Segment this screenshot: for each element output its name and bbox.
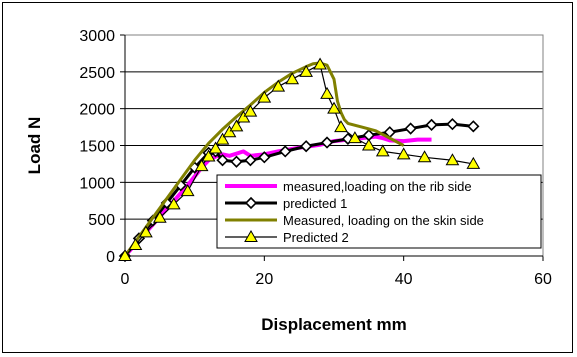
series-1-point-12: [279, 145, 292, 158]
x-tick-label-2: 40: [395, 271, 413, 288]
legend-entry-1: predicted 1: [225, 196, 347, 211]
series-3-point-5: [180, 184, 195, 197]
series-1-point-18: [404, 122, 417, 135]
series-3-point-25: [396, 147, 411, 160]
y-tick-labels: 0 500 1000 1500 2000 2500 3000: [79, 28, 115, 266]
series-3-point-7: [201, 149, 216, 162]
y-tick-label-6: 3000: [79, 28, 115, 45]
series-3-point-3: [152, 210, 167, 223]
series-1-point-9: [230, 155, 243, 168]
series-1-point-20: [446, 118, 459, 131]
series-3-point-26: [417, 150, 432, 163]
series-3-point-8: [208, 141, 223, 154]
legend-marker-1: [244, 196, 258, 210]
y-tick-label-5: 2500: [79, 65, 115, 82]
series-3-point-9: [215, 132, 230, 145]
series-1-point-21: [467, 120, 480, 133]
series-3-point-27: [445, 153, 460, 166]
series-3-point-22: [348, 131, 362, 144]
x-tick-label-3: 60: [534, 271, 552, 288]
series-3-point-18: [313, 57, 327, 70]
series-3-point-16: [285, 72, 300, 85]
series-1-point-8: [216, 154, 229, 167]
series-line-2: [123, 61, 405, 257]
y-axis-title: Load N: [25, 117, 44, 175]
series-3-point-11: [229, 119, 244, 132]
series-1-point-13: [300, 140, 313, 153]
x-axis-title: Displacement mm: [261, 315, 407, 334]
series-3-point-2: [139, 225, 153, 238]
series-3-point-24: [375, 144, 390, 157]
x-tick-label-0: 0: [121, 271, 130, 288]
axes: [124, 35, 543, 257]
y-tick-label-4: 2000: [79, 102, 115, 119]
series-3-point-17: [299, 64, 313, 77]
series-3-point-23: [361, 138, 376, 151]
series-3-point-20: [327, 101, 341, 114]
series-3-point-28: [466, 156, 481, 169]
legend-label-2: Measured, loading on the skin side: [283, 213, 484, 228]
legend-entry-3: Predicted 2: [225, 229, 349, 245]
series-3-point-6: [194, 159, 209, 172]
x-tick-labels: 0 20 40 60: [121, 271, 552, 288]
legend-marker-3: [244, 229, 258, 242]
legend-label-3: Predicted 2: [283, 230, 349, 245]
series-layer: [118, 57, 481, 263]
legend-entry-0: measured,loading on the rib side: [225, 179, 472, 194]
series-3-point-13: [243, 104, 258, 117]
y-tick-label-1: 500: [88, 212, 115, 229]
series-3-point-21: [334, 120, 348, 133]
y-tick-label-3: 1500: [79, 139, 115, 156]
series-3-point-15: [271, 79, 286, 92]
series-3-point-1: [128, 237, 143, 250]
series-1-point-19: [425, 118, 438, 132]
series-3-point-14: [257, 90, 272, 103]
series-1-point-14: [320, 136, 334, 149]
legend-entries: measured,loading on the rib side predicte…: [225, 179, 484, 245]
legend-label-1: predicted 1: [283, 196, 347, 211]
series-3-point-19: [320, 86, 334, 99]
legend: measured,loading on the rib side predicte…: [216, 174, 542, 249]
y-tick-label-0: 0: [106, 249, 115, 266]
series-1-point-11: [258, 151, 271, 164]
series-2: [123, 61, 405, 257]
series-line-1: [123, 122, 474, 257]
legend-entry-2: Measured, loading on the skin side: [225, 213, 484, 228]
legend-label-0: measured,loading on the rib side: [283, 179, 472, 194]
series-3-point-12: [236, 110, 251, 123]
series-3-point-10: [222, 125, 237, 138]
y-tick-label-2: 1000: [79, 175, 115, 192]
series-1-point-10: [244, 154, 257, 167]
series-3-point-4: [166, 197, 181, 210]
x-tick-label-1: 20: [255, 271, 273, 288]
series-3: [118, 57, 481, 261]
series-3-point-0: [118, 248, 132, 261]
